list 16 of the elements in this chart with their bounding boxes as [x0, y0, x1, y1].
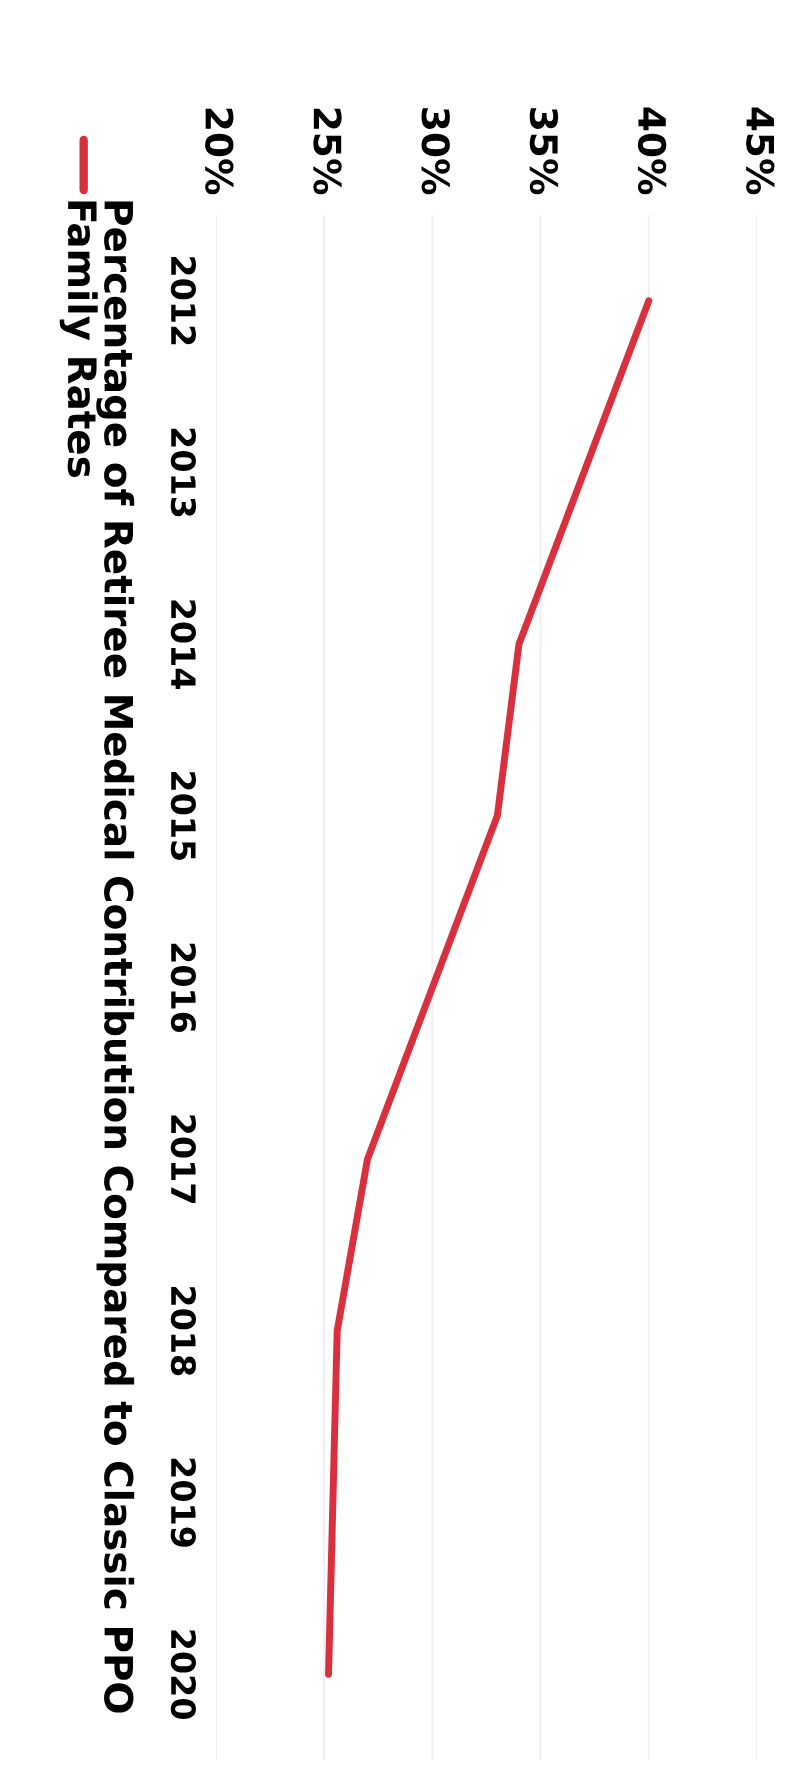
- x-tick-label: 25%: [313, 108, 342, 195]
- x-tick-label: 20%: [205, 108, 234, 195]
- legend-label: Percentage of Retiree Medical Contribution Compared to Classic PPO Family Rates: [59, 201, 135, 1713]
- x-tick-label: 35%: [529, 108, 559, 195]
- x-tick-label: 45%: [746, 107, 775, 195]
- y-tick-label: 2012: [170, 257, 196, 345]
- y-tick-label: 2017: [170, 1115, 196, 1203]
- y-tick-label: 2020: [170, 1630, 196, 1719]
- y-tick-label: 2013: [170, 428, 196, 517]
- y-tick-label: 2015: [170, 772, 196, 860]
- y-tick-label: 2018: [170, 1287, 196, 1376]
- x-tick-label: 30%: [421, 108, 450, 195]
- y-tick-label: 2016: [170, 943, 196, 1033]
- y-tick-label: 2019: [170, 1458, 196, 1547]
- x-tick-label: 40%: [637, 107, 667, 195]
- y-tick-label: 2014: [170, 600, 196, 690]
